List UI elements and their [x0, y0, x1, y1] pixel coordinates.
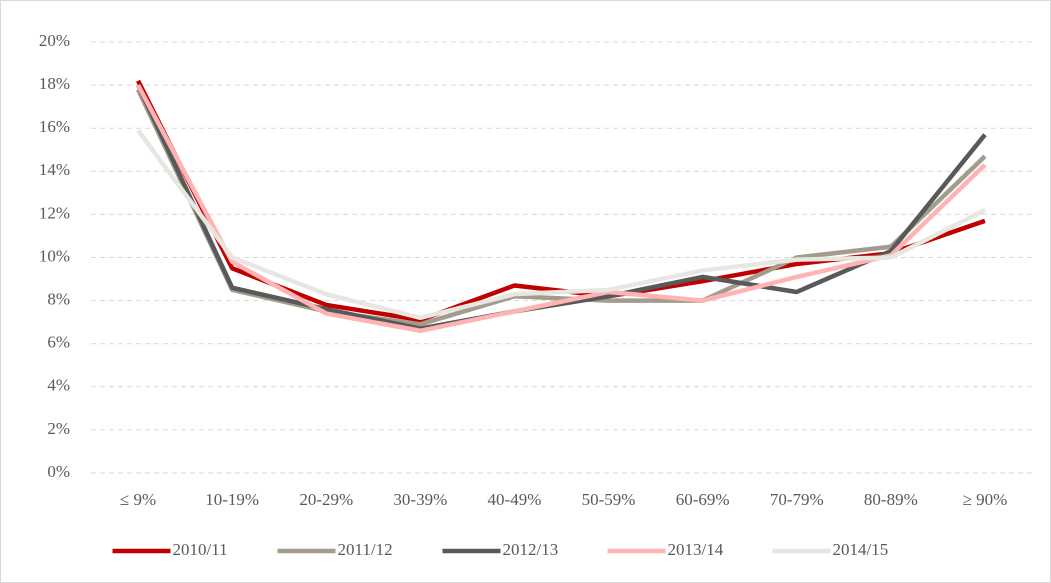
- x-tick-label: 50-59%: [582, 490, 636, 509]
- y-tick-label: 4%: [47, 376, 70, 395]
- y-tick-label: 8%: [47, 290, 70, 309]
- y-tick-label: 10%: [39, 246, 70, 265]
- legend-label: 2010/11: [173, 540, 228, 559]
- x-tick-label: 20-29%: [299, 490, 353, 509]
- x-tick-label: 80-89%: [864, 490, 918, 509]
- x-tick-label: 60-69%: [676, 490, 730, 509]
- x-tick-label: ≥ 90%: [963, 490, 1008, 509]
- y-tick-label: 6%: [47, 333, 70, 352]
- y-tick-label: 0%: [47, 462, 70, 481]
- x-tick-label: 30-39%: [393, 490, 447, 509]
- series-line: [136, 129, 986, 321]
- y-tick-label: 16%: [39, 117, 70, 136]
- legend-label: 2012/13: [503, 540, 559, 559]
- x-tick-label: 10-19%: [205, 490, 259, 509]
- y-tick-label: 12%: [39, 203, 70, 222]
- legend-label: 2011/12: [338, 540, 393, 559]
- y-tick-label: 14%: [39, 160, 70, 179]
- legend-label: 2014/15: [833, 540, 889, 559]
- x-tick-label: 40-49%: [488, 490, 542, 509]
- series-line: [136, 84, 987, 334]
- y-tick-label: 2%: [47, 419, 70, 438]
- legend-label: 2013/14: [668, 540, 724, 559]
- y-tick-label: 18%: [39, 74, 70, 93]
- x-tick-label: ≤ 9%: [120, 490, 156, 509]
- x-tick-label: 70-79%: [770, 490, 824, 509]
- y-tick-label: 20%: [39, 31, 70, 50]
